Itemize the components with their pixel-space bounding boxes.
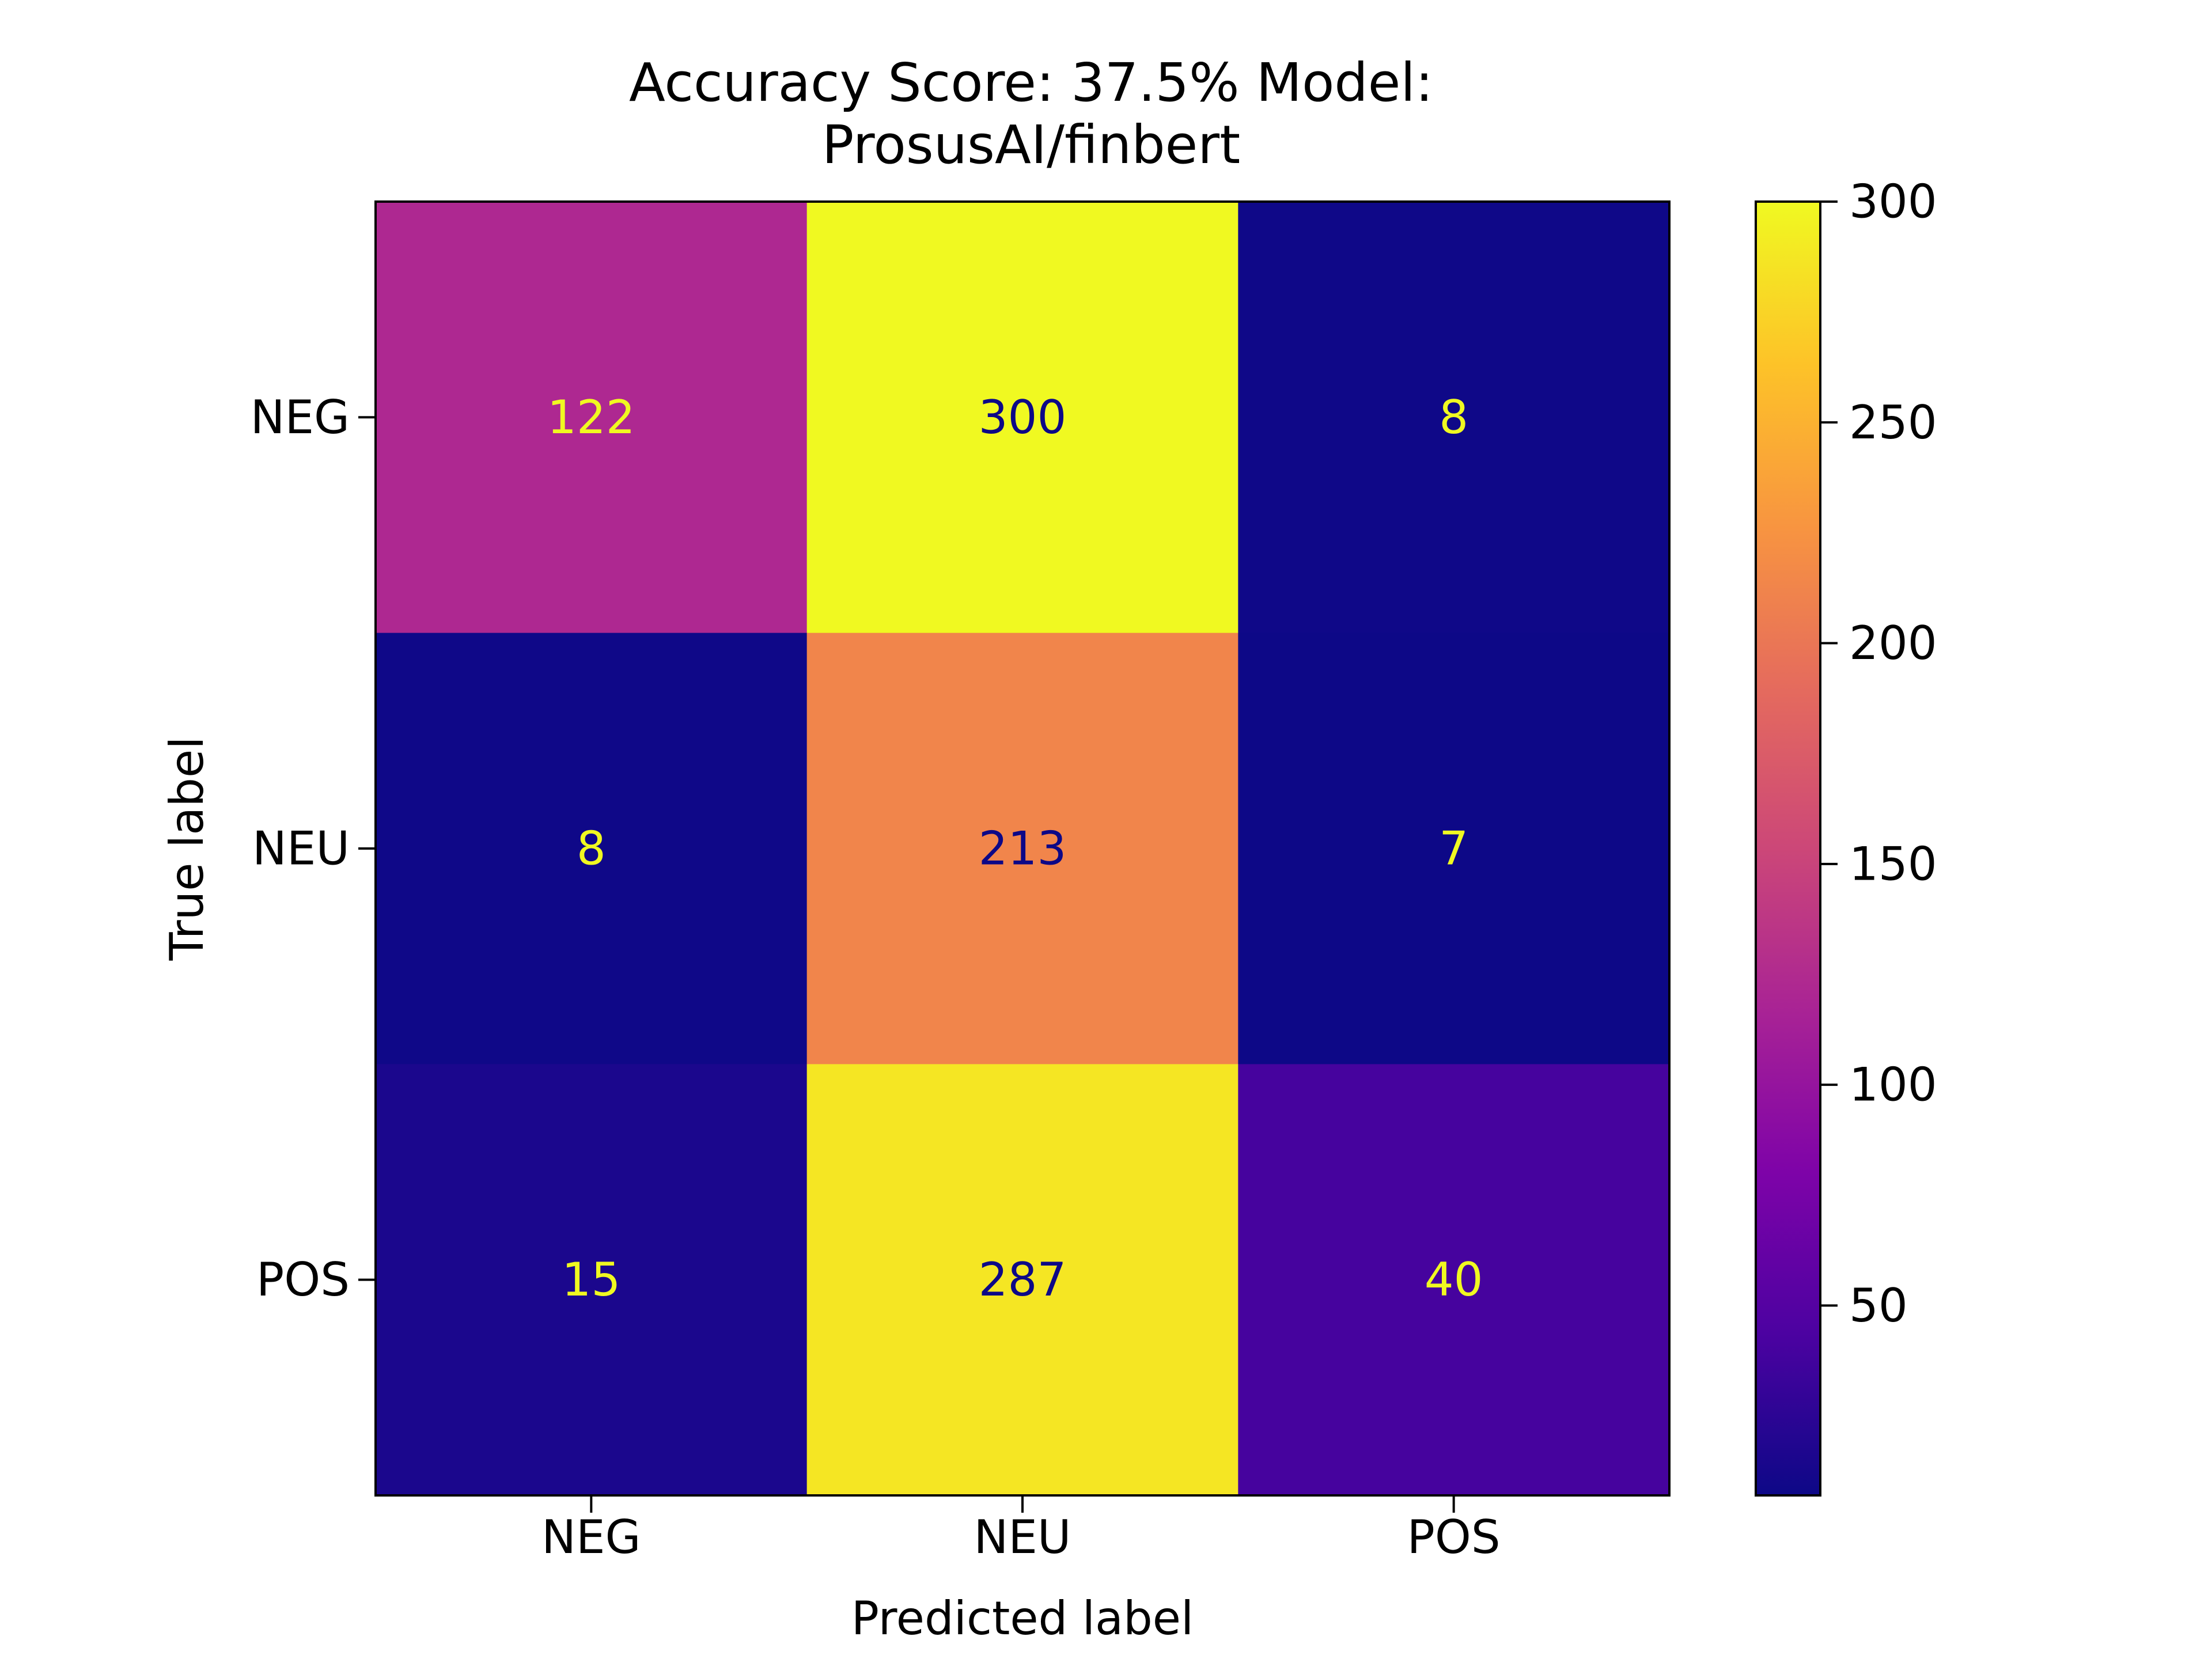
colorbar-tick-label: 150: [1849, 837, 1937, 891]
heatmap-cells: [376, 202, 1670, 1496]
x-axis-label: Predicted label: [851, 1592, 1194, 1645]
colorbar-tick-label: 300: [1849, 175, 1937, 229]
colorbar-tick-label: 200: [1849, 616, 1937, 670]
cell-value-label: 40: [1425, 1253, 1483, 1306]
x-tick-label: NEG: [541, 1510, 641, 1564]
cell-value-label: 300: [979, 391, 1067, 444]
chart-title: Accuracy Score: 37.5% Model:: [629, 52, 1433, 113]
cell-pos-neu: [806, 1064, 1238, 1496]
cell-pos-neg: [376, 1064, 808, 1496]
x-tick-label: NEU: [974, 1510, 1071, 1564]
cell-value-label: 8: [1439, 391, 1468, 444]
y-tick-label: POS: [256, 1253, 350, 1306]
colorbar-ticks: 50 100 150 200 250 300: [1820, 175, 1937, 1332]
cell-value-label: 7: [1439, 822, 1468, 876]
colorbar: [1755, 200, 1821, 1497]
cell-neg-neg: [376, 202, 808, 634]
cell-value-label: 122: [547, 391, 635, 444]
cell-value-label: 213: [979, 822, 1067, 876]
cell-value-label: 8: [577, 822, 606, 876]
cell-neg-pos: [1238, 202, 1670, 634]
y-tick-label: NEG: [251, 391, 350, 444]
cell-value-label: 15: [562, 1253, 620, 1306]
heatmap-cell-labels: 122 300 8 8 213 7 15 287 40: [547, 391, 1483, 1306]
x-tick-label: POS: [1407, 1510, 1501, 1564]
chart-title-group: Accuracy Score: 37.5% Model: ProsusAI/fi…: [629, 52, 1433, 176]
cell-neg-neu: [806, 202, 1238, 634]
colorbar-tick-label: 100: [1849, 1058, 1937, 1112]
y-axis-label: True label: [160, 737, 214, 961]
cell-pos-pos: [1238, 1064, 1670, 1496]
chart-subtitle: ProsusAI/finbert: [822, 114, 1240, 176]
y-axis-ticks: NEG NEU POS: [251, 391, 376, 1306]
colorbar-tick-label: 250: [1849, 396, 1937, 449]
x-axis-ticks: NEG NEU POS: [541, 1495, 1501, 1564]
cell-value-label: 287: [979, 1253, 1067, 1306]
cell-neu-pos: [1238, 632, 1670, 1065]
colorbar-tick-label: 50: [1849, 1279, 1908, 1332]
y-tick-label: NEU: [252, 822, 350, 876]
cell-neu-neg: [376, 632, 808, 1065]
cell-neu-neu: [806, 632, 1238, 1065]
